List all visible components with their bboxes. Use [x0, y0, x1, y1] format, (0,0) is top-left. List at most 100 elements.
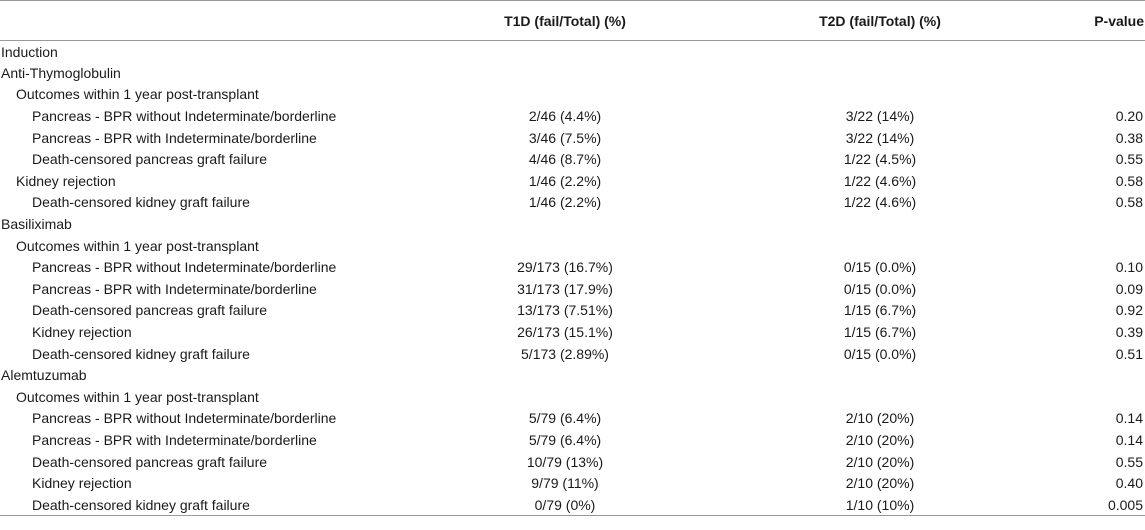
p-value: 0.005 — [1107, 496, 1143, 513]
table-row: Death-censored kidney graft failure 0/79 … — [0, 494, 1145, 516]
t2d-value: 1/22 (4.5%) — [843, 151, 917, 168]
t1d-value: 5/173 (2.89%) — [521, 345, 609, 362]
p-value: 0.92 — [1115, 302, 1143, 319]
p-value — [1030, 386, 1145, 408]
table-row: Death-censored pancreas graft failure 13/… — [0, 300, 1145, 322]
t2d-value — [730, 213, 1030, 235]
table-row: Death-censored kidney graft failure 1/46 … — [0, 192, 1145, 214]
t1d-value — [400, 235, 730, 257]
t1d-value — [400, 213, 730, 235]
row-label: Kidney rejection — [16, 172, 116, 189]
table-row: Pancreas - BPR with Indeterminate/border… — [0, 127, 1145, 149]
table-row: Pancreas - BPR with Indeterminate/border… — [0, 429, 1145, 451]
p-value: 0.58 — [1115, 194, 1143, 211]
table-row: Kidney rejection 1/46 (2.2%) 1/22 (4.6%) 0.… — [0, 170, 1145, 192]
t2d-value: 1/22 (4.6%) — [843, 172, 917, 189]
t2d-value — [730, 84, 1030, 106]
t1d-value: 10/79 (13%) — [526, 453, 604, 470]
t1d-value: 4/46 (8.7%) — [528, 151, 602, 168]
p-value — [1030, 235, 1145, 257]
table-row: Basiliximab — [0, 213, 1145, 235]
t2d-value: 2/10 (20%) — [845, 410, 915, 427]
header-row: T1D (fail/Total) (%) T2D (fail/Total) (%… — [0, 0, 1145, 41]
p-value: 0.51 — [1115, 345, 1143, 362]
table-row: Pancreas - BPR without Indeterminate/bor… — [0, 105, 1145, 127]
t1d-value: 1/46 (2.2%) — [528, 194, 602, 211]
row-label: Kidney rejection — [32, 475, 132, 492]
table-row: Induction — [0, 41, 1145, 63]
p-value: 0.55 — [1115, 151, 1143, 168]
t2d-value: 0/15 (0.0%) — [843, 259, 917, 276]
p-value — [1030, 84, 1145, 106]
t1d-value: 13/173 (7.51%) — [517, 302, 613, 319]
row-label: Death-censored pancreas graft failure — [32, 151, 268, 168]
p-value: 0.39 — [1115, 324, 1143, 341]
t1d-value: 31/173 (17.9%) — [517, 280, 613, 297]
t2d-value: 1/22 (4.6%) — [843, 194, 917, 211]
t1d-value: 5/79 (6.4%) — [528, 410, 602, 427]
t2d-value: 0/15 (0.0%) — [843, 280, 917, 297]
table-body: Induction Anti-Thymoglobulin Outcomes with… — [0, 41, 1145, 516]
header-label-cell — [0, 1, 400, 41]
row-label: Pancreas - BPR without Indeterminate/bor… — [32, 259, 337, 276]
p-value: 0.58 — [1115, 172, 1143, 189]
t1d-value — [400, 41, 730, 63]
table-row: Kidney rejection 26/173 (15.1%) 1/15 (6.7%… — [0, 321, 1145, 343]
outcomes-table: T1D (fail/Total) (%) T2D (fail/Total) (%… — [0, 0, 1145, 516]
table-row: Outcomes within 1 year post-transplant — [0, 386, 1145, 408]
p-value: 0.20 — [1115, 108, 1143, 125]
p-value: 0.38 — [1115, 129, 1143, 146]
t1d-value: 5/79 (6.4%) — [528, 431, 602, 448]
t2d-value — [730, 386, 1030, 408]
table-row: Outcomes within 1 year post-transplant — [0, 84, 1145, 106]
table-row: Death-censored kidney graft failure 5/173… — [0, 343, 1145, 365]
t1d-value — [400, 62, 730, 84]
t1d-value: 9/79 (11%) — [531, 475, 599, 492]
t1d-value: 26/173 (15.1%) — [517, 324, 613, 341]
t1d-value: 3/46 (7.5%) — [528, 129, 602, 146]
row-label: Outcomes within 1 year post-transplant — [16, 237, 259, 254]
t2d-value — [730, 364, 1030, 386]
p-value: 0.14 — [1115, 431, 1143, 448]
t1d-value: 1/46 (2.2%) — [528, 172, 602, 189]
p-value: 0.55 — [1115, 453, 1143, 470]
p-value — [1030, 41, 1145, 63]
t1d-value — [400, 84, 730, 106]
table-row: Pancreas - BPR without Indeterminate/bor… — [0, 256, 1145, 278]
p-value: 0.09 — [1115, 280, 1143, 297]
row-label: Death-censored pancreas graft failure — [32, 453, 268, 470]
t2d-value: 1/10 (10%) — [845, 496, 915, 513]
row-label: Kidney rejection — [32, 324, 132, 341]
header-t1d: T1D (fail/Total) (%) — [504, 12, 626, 29]
row-label: Outcomes within 1 year post-transplant — [16, 86, 259, 103]
table-row: Anti-Thymoglobulin — [0, 62, 1145, 84]
row-label: Death-censored kidney graft failure — [32, 496, 250, 513]
table-row: Death-censored pancreas graft failure 4/4… — [0, 148, 1145, 170]
t2d-value — [730, 235, 1030, 257]
table-row: Alemtuzumab — [0, 364, 1145, 386]
t1d-value: 2/46 (4.4%) — [528, 108, 602, 125]
t2d-value — [730, 62, 1030, 84]
row-label: Outcomes within 1 year post-transplant — [16, 388, 259, 405]
t2d-value: 3/22 (14%) — [845, 129, 915, 146]
t2d-value — [730, 41, 1030, 63]
t1d-value — [400, 364, 730, 386]
row-label: Alemtuzumab — [1, 367, 87, 384]
p-value — [1030, 213, 1145, 235]
table-row: Outcomes within 1 year post-transplant — [0, 235, 1145, 257]
row-label: Basiliximab — [1, 216, 72, 233]
row-label: Death-censored kidney graft failure — [32, 345, 250, 362]
row-label: Death-censored pancreas graft failure — [32, 302, 268, 319]
table-row: Pancreas - BPR without Indeterminate/bor… — [0, 408, 1145, 430]
t2d-value: 2/10 (20%) — [845, 453, 915, 470]
t2d-value: 0/15 (0.0%) — [843, 345, 917, 362]
row-label: Pancreas - BPR without Indeterminate/bor… — [32, 108, 337, 125]
t2d-value: 1/15 (6.7%) — [843, 302, 917, 319]
t1d-value: 0/79 (0%) — [534, 496, 596, 513]
row-label: Pancreas - BPR without Indeterminate/bor… — [32, 410, 337, 427]
row-label: Induction — [1, 43, 58, 60]
p-value — [1030, 364, 1145, 386]
table-header: T1D (fail/Total) (%) T2D (fail/Total) (%… — [0, 0, 1145, 41]
header-p-value: P-value — [1094, 12, 1144, 29]
